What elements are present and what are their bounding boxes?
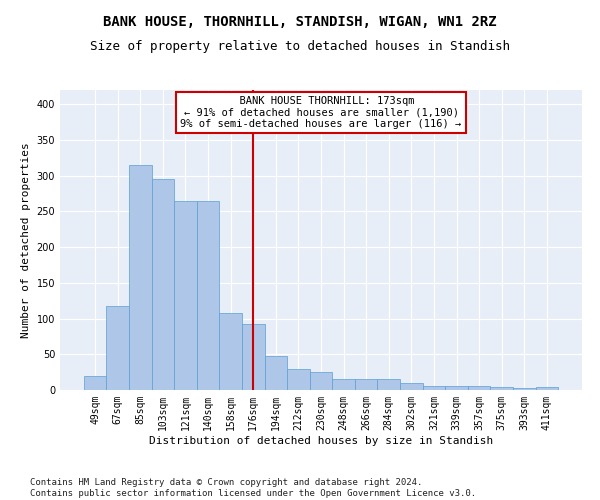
Bar: [422, 386, 445, 390]
Bar: [174, 200, 197, 390]
Bar: [106, 306, 129, 390]
Bar: [355, 380, 377, 390]
Text: Size of property relative to detached houses in Standish: Size of property relative to detached ho…: [90, 40, 510, 53]
Bar: [84, 376, 106, 390]
Bar: [242, 324, 265, 390]
Bar: [445, 386, 468, 390]
Bar: [152, 178, 174, 390]
Bar: [332, 380, 355, 390]
Bar: [536, 387, 558, 390]
Bar: [468, 386, 490, 390]
Bar: [220, 313, 242, 390]
Bar: [129, 165, 152, 390]
Bar: [400, 383, 422, 390]
Text: BANK HOUSE THORNHILL: 173sqm
← 91% of detached houses are smaller (1,190)
9% of : BANK HOUSE THORNHILL: 173sqm ← 91% of de…: [181, 96, 461, 129]
X-axis label: Distribution of detached houses by size in Standish: Distribution of detached houses by size …: [149, 436, 493, 446]
Text: Contains HM Land Registry data © Crown copyright and database right 2024.
Contai: Contains HM Land Registry data © Crown c…: [30, 478, 476, 498]
Text: BANK HOUSE, THORNHILL, STANDISH, WIGAN, WN1 2RZ: BANK HOUSE, THORNHILL, STANDISH, WIGAN, …: [103, 15, 497, 29]
Bar: [490, 387, 513, 390]
Bar: [513, 388, 536, 390]
Bar: [265, 356, 287, 390]
Bar: [197, 200, 220, 390]
Bar: [310, 372, 332, 390]
Bar: [287, 368, 310, 390]
Bar: [377, 380, 400, 390]
Y-axis label: Number of detached properties: Number of detached properties: [21, 142, 31, 338]
